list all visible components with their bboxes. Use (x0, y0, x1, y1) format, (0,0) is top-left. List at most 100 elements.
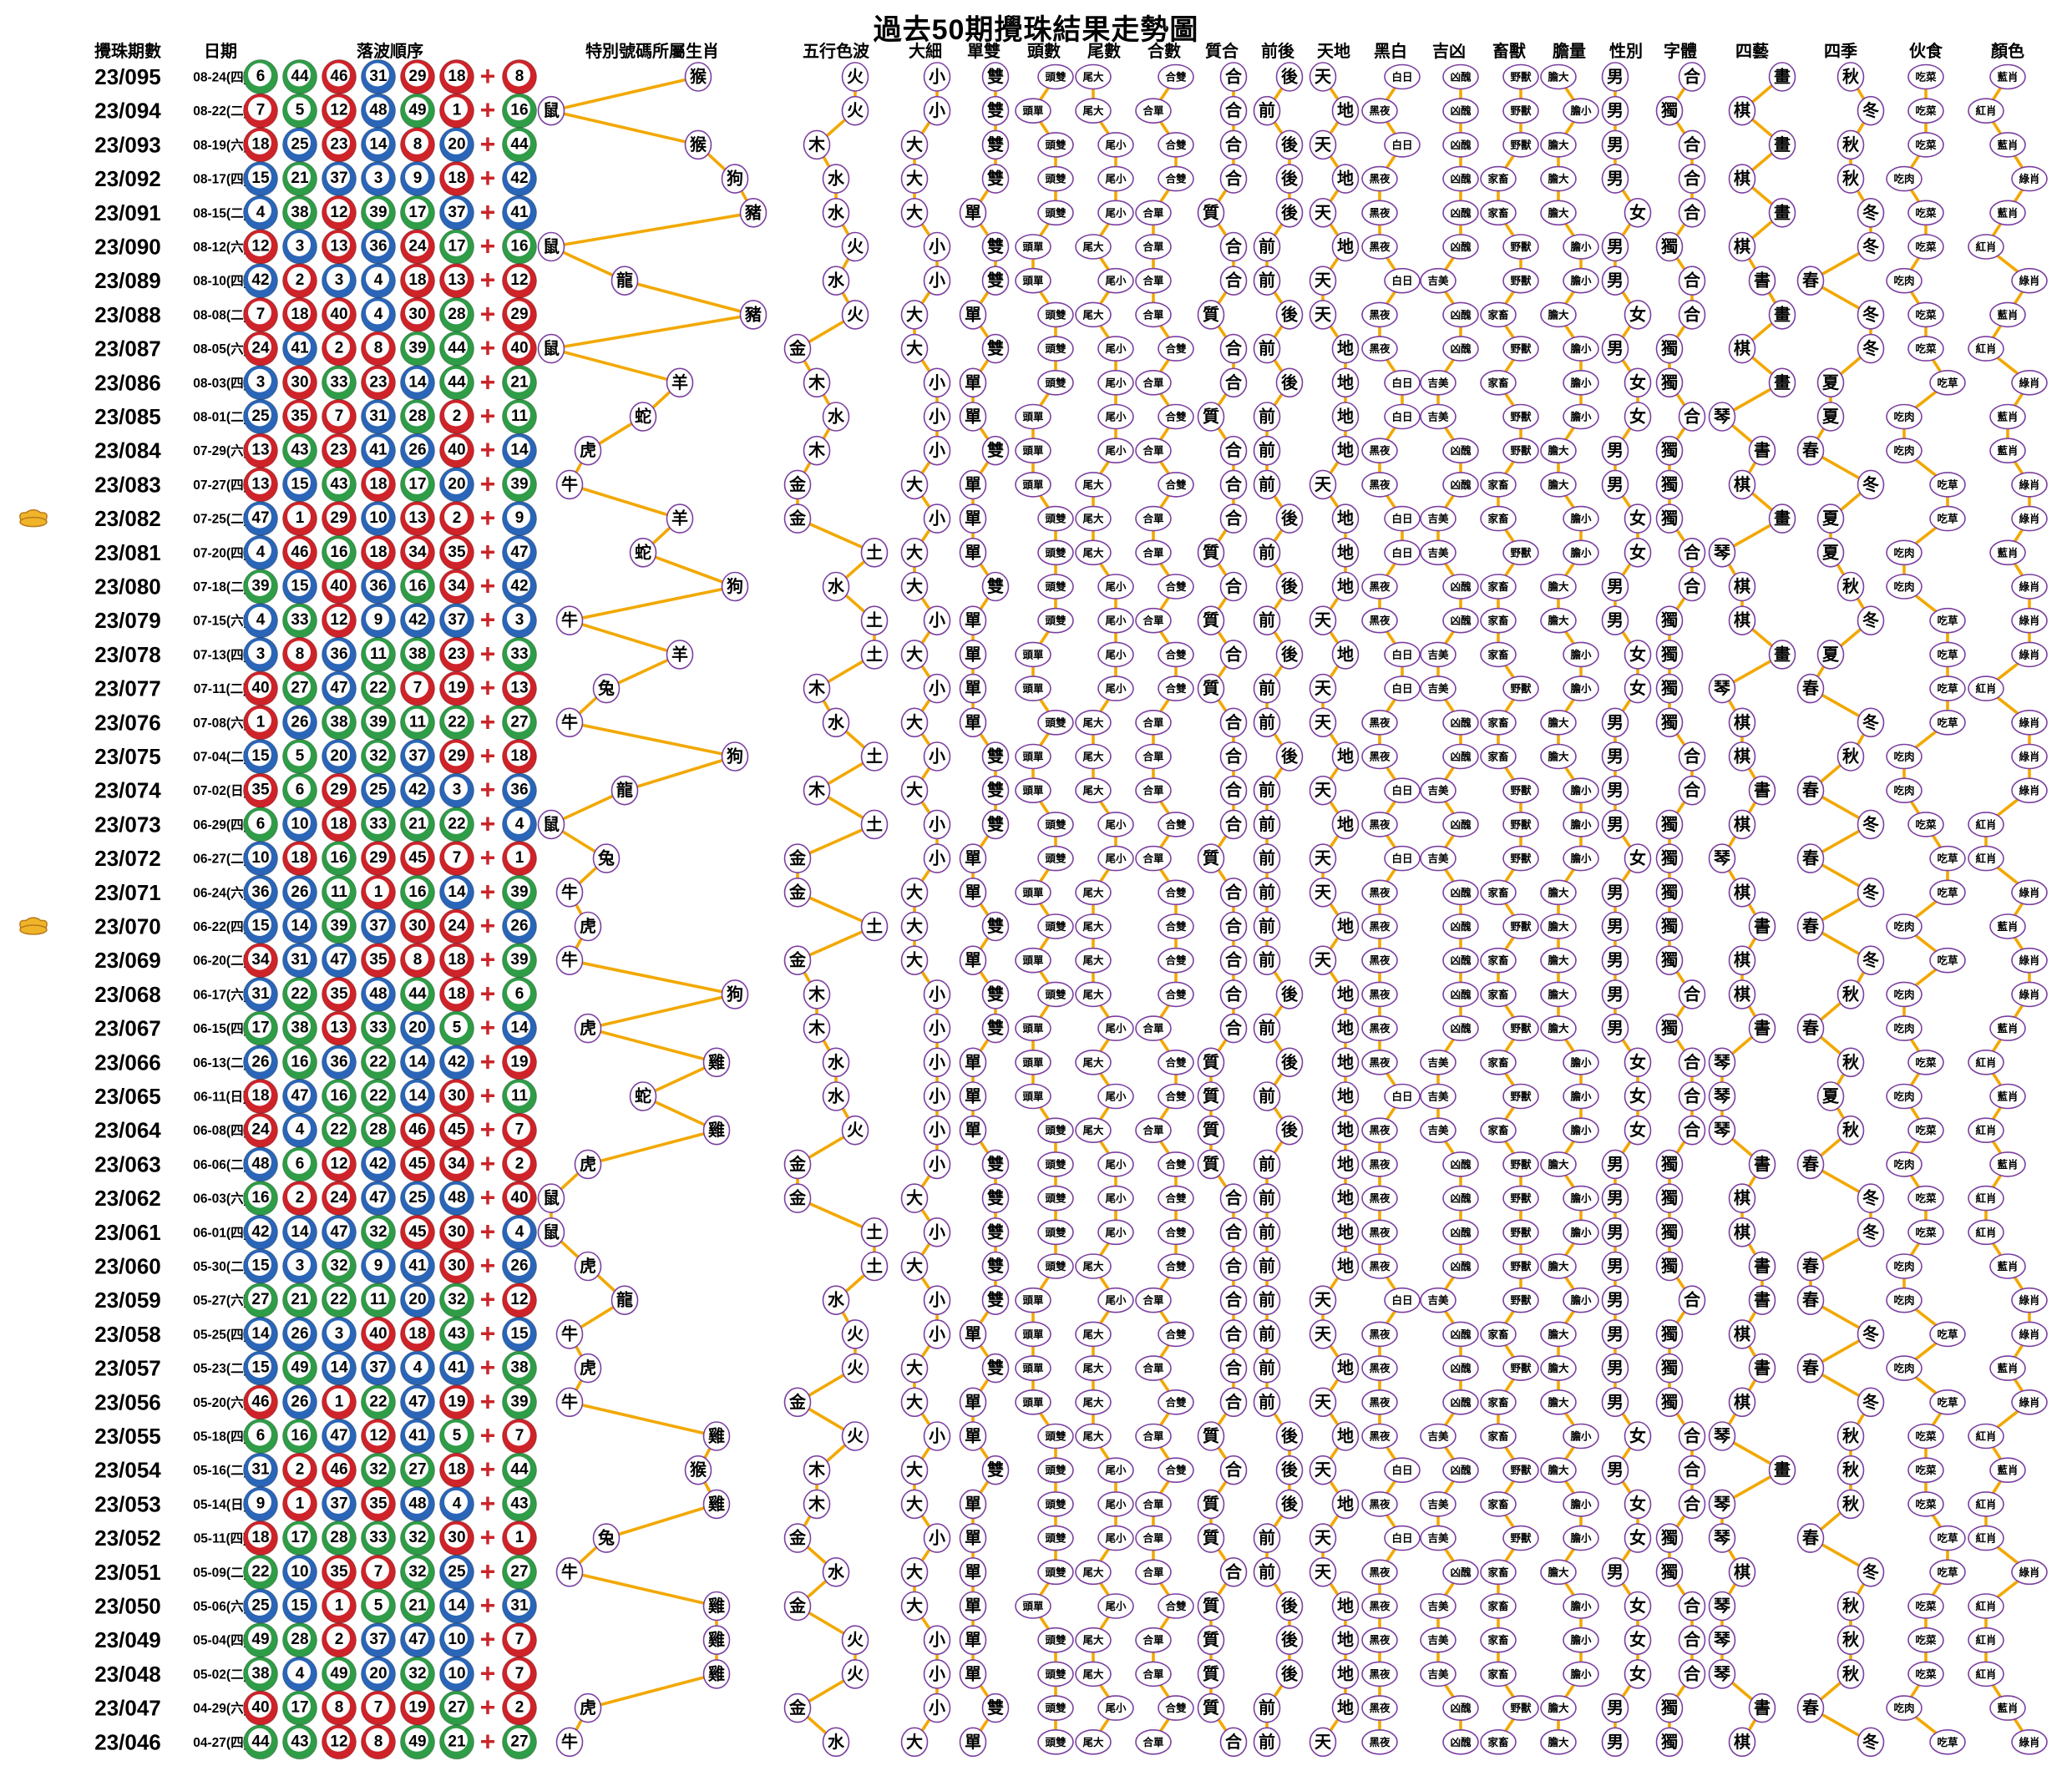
trend-node-label-xingbie: 男 (1607, 136, 1624, 154)
trend-node-label-toushu: 頭雙 (1045, 71, 1066, 83)
column-header-danshuang: 單雙 (967, 41, 1001, 61)
ball-number: 47 (330, 680, 347, 697)
trend-node-daxiao (923, 1047, 951, 1078)
ball-number: 1 (335, 1393, 344, 1410)
trend-node-weishu (1097, 200, 1134, 226)
trend-node-daxiao (900, 1455, 929, 1485)
ball-number: 28 (448, 306, 465, 323)
trend-node-label-qianhou: 前 (1259, 542, 1275, 562)
trend-node-label-ziti: 合 (1684, 67, 1701, 87)
trend-node-label-yanse: 藍肖 (1997, 1090, 2018, 1103)
trend-node-label-xingbie: 男 (1607, 1190, 1624, 1208)
trend-node-wuxing (783, 333, 812, 364)
ball-number: 11 (331, 883, 348, 901)
trend-node-label-wuxing: 木 (808, 1460, 826, 1480)
trend-node-label-weishu: 尾大 (1082, 546, 1104, 559)
special-ball-number: 41 (510, 204, 529, 221)
trend-node-label-heibai: 黑夜 (1369, 1702, 1391, 1714)
trend-node-label-qianhou: 前 (1259, 848, 1275, 868)
trend-node-label-heshu: 合雙 (1165, 988, 1187, 1000)
trend-node-label-xingbie: 女 (1629, 1494, 1646, 1514)
special-ball-number: 12 (510, 1291, 528, 1308)
trend-node-label-yanse: 綠肖 (2019, 377, 2039, 389)
trend-node-label-xingbie: 男 (1607, 816, 1624, 834)
trend-node-label-heshu: 合單 (1142, 615, 1164, 627)
trend-node-label-heibai: 黑夜 (1369, 1056, 1391, 1069)
ball-number: 12 (330, 1733, 347, 1750)
trend-node-label-danshuang: 單 (965, 543, 981, 562)
trend-node-daxiao (900, 1251, 929, 1282)
trend-node-label-jixiong: 凶醜 (1450, 1566, 1472, 1578)
ball-number: 7 (256, 102, 266, 119)
ball-number: 2 (335, 340, 344, 357)
trend-node-label-chushou: 野獸 (1510, 1464, 1532, 1476)
ball-number: 13 (408, 509, 426, 527)
period-label: 23/053 (94, 1491, 161, 1516)
trend-node-label-siji: 春 (1801, 1154, 1820, 1174)
trend-node-daxiao (900, 164, 929, 194)
ball-number: 32 (369, 1223, 387, 1241)
trend-node-label-jixiong: 凶醜 (1450, 954, 1472, 967)
trend-node-label-zodiac: 蛇 (635, 1086, 651, 1106)
trend-node-label-zodiac: 羊 (671, 644, 688, 664)
date-label: 05-02(二) (193, 1667, 247, 1682)
trend-node-weishu (1097, 1593, 1134, 1619)
trend-node-label-daxiao: 小 (929, 1155, 945, 1174)
ball-number: 36 (330, 645, 347, 663)
ball-number: 32 (448, 1291, 465, 1308)
trend-node-label-siyi: 琴 (1714, 1121, 1731, 1140)
ball-number: 26 (291, 883, 308, 901)
trend-node-label-daxiao: 小 (929, 1664, 945, 1683)
trend-node-label-zodiac: 虎 (580, 1358, 596, 1378)
trend-node-wuxing (841, 1421, 869, 1451)
trend-node-label-heshu: 合雙 (1165, 1260, 1187, 1273)
ball-number: 34 (251, 951, 270, 969)
trend-node-label-zodiac: 龍 (616, 1290, 633, 1310)
trend-node-label-zhihe: 合 (1225, 1323, 1243, 1343)
trend-node-danshuang (959, 945, 987, 975)
date-label: 06-17(六) (193, 986, 247, 1002)
trend-node-label-toushu: 頭雙 (1045, 716, 1066, 729)
trend-node-label-xingbie: 男 (1607, 883, 1624, 902)
trend-node-label-huoshi: 吃肉 (1893, 751, 1914, 763)
trend-node-label-siyi: 棋 (1734, 611, 1750, 630)
special-ball-number: 11 (511, 407, 529, 425)
trend-node-label-chushou: 野獸 (1510, 444, 1532, 457)
trend-node-label-heibai: 黑夜 (1369, 308, 1391, 321)
ball-number: 23 (369, 373, 387, 391)
ball-number: 4 (296, 1121, 305, 1139)
trend-node-weishu (1097, 1151, 1134, 1177)
trend-node-label-huoshi: 吃菜 (1915, 240, 1937, 253)
trend-node-label-toushu: 頭雙 (1045, 1702, 1066, 1714)
trend-node-label-huoshi: 吃菜 (1915, 104, 1937, 117)
period-label: 23/057 (94, 1356, 161, 1381)
trend-node-toushu (1015, 267, 1051, 294)
period-label: 23/064 (94, 1118, 161, 1143)
trend-node-daxiao (923, 1217, 951, 1247)
trend-node-label-toushu: 頭雙 (1045, 1124, 1066, 1136)
trend-node-label-xingbie: 男 (1607, 1733, 1624, 1752)
ball-number: 39 (369, 204, 387, 221)
trend-node-label-qianhou: 前 (1259, 1222, 1275, 1242)
trend-node-label-tiandi: 地 (1337, 509, 1354, 529)
trend-node-label-siji: 秋 (1842, 1664, 1860, 1683)
ball-number: 28 (369, 1121, 387, 1139)
trend-node-label-heshu: 合雙 (1165, 1158, 1187, 1171)
ball-number: 13 (330, 238, 347, 256)
trend-node-danshuang (959, 1081, 987, 1111)
trend-node-label-danliang: 膽大 (1548, 1464, 1569, 1476)
trend-node-label-huoshi: 吃肉 (1893, 411, 1914, 423)
trend-node-label-heibai: 白日 (1391, 513, 1412, 525)
trend-node-label-jixiong: 吉美 (1427, 1667, 1449, 1680)
period-label: 23/081 (94, 540, 161, 565)
ball-number: 32 (408, 1563, 426, 1581)
trend-node-label-tiandi: 天 (1315, 272, 1332, 291)
trend-node-label-wuxing: 木 (808, 1494, 826, 1514)
trend-node-label-jixiong: 凶醜 (1450, 1226, 1472, 1238)
date-label: 08-01(二) (193, 411, 247, 425)
trend-node-label-tiandi: 地 (1337, 373, 1354, 392)
trend-node-label-heibai: 黑夜 (1369, 1667, 1391, 1680)
trend-node-label-ziti: 合 (1684, 1494, 1701, 1514)
trend-node-label-siji: 夏 (1822, 407, 1840, 427)
trend-node-danshuang (959, 707, 987, 738)
